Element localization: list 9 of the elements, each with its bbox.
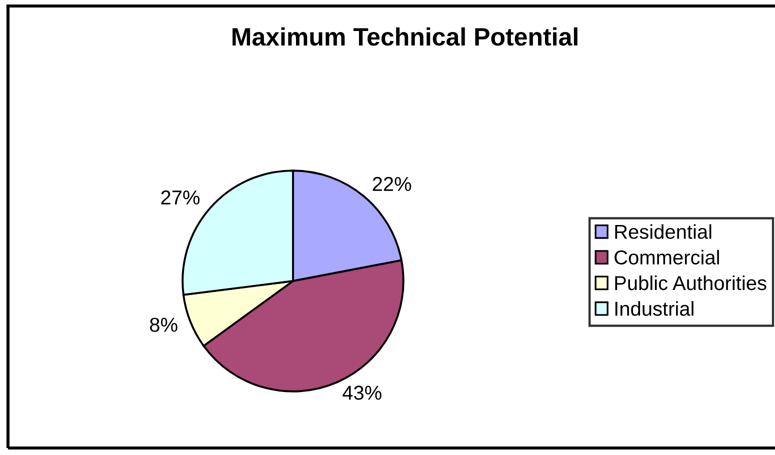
legend-label: Commercial xyxy=(614,250,719,265)
data-label: 22% xyxy=(372,176,412,192)
chart-title: Maximum Technical Potential xyxy=(232,27,578,46)
data-label: 27% xyxy=(161,190,200,205)
legend-label: Industrial xyxy=(615,301,694,316)
data-label: 43% xyxy=(342,386,382,400)
legend-label: Residential xyxy=(615,224,712,239)
data-label: 8% xyxy=(150,318,178,332)
legend-label: Public Authorities xyxy=(615,276,766,290)
